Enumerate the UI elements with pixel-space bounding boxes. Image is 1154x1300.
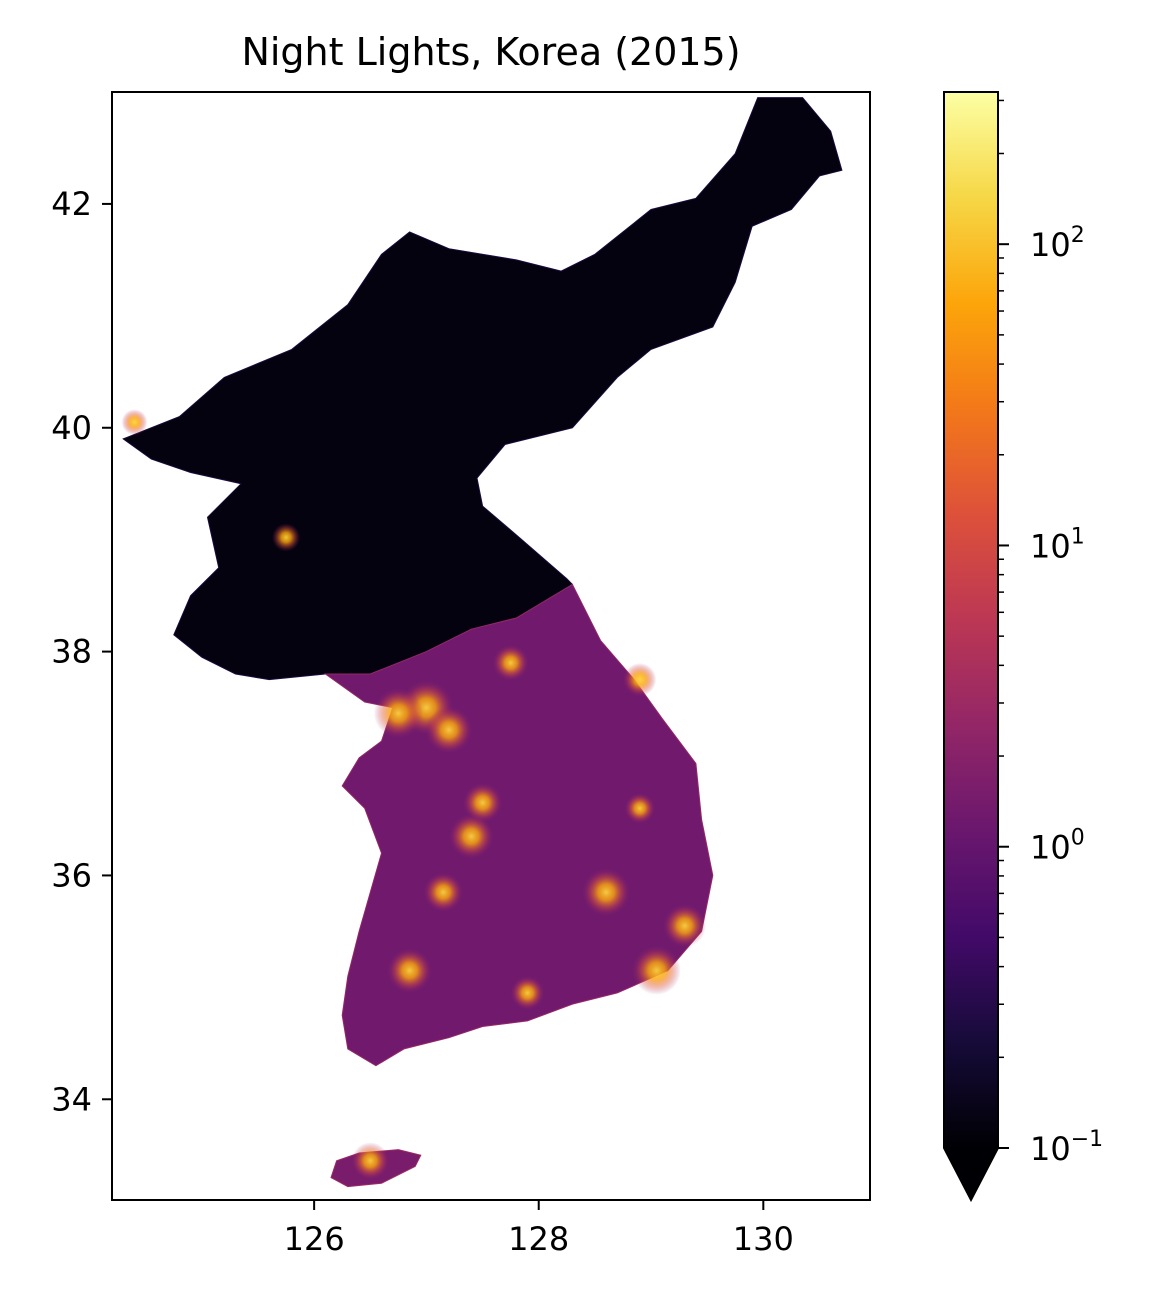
- colorbar-gradient: [944, 92, 998, 1148]
- city-light-hotspot: [121, 409, 148, 436]
- colorbar-frame: [943, 91, 999, 1203]
- city-light-hotspot: [623, 663, 657, 697]
- y-tick-label: 38: [51, 633, 92, 671]
- colorbar-tick-label: 10−1: [1030, 1127, 1103, 1168]
- x-tick-label: 128: [508, 1220, 569, 1258]
- x-tick-label: 130: [733, 1220, 794, 1258]
- city-light-hotspot: [663, 904, 706, 948]
- city-light-hotspot: [493, 645, 529, 681]
- city-light-hotspot: [463, 783, 502, 822]
- map-plot-area: [121, 97, 843, 1188]
- colorbar-tick-label: 102: [1030, 223, 1085, 264]
- city-light-hotspot: [272, 523, 301, 552]
- colorbar-tick-label: 100: [1030, 826, 1085, 867]
- city-light-hotspot: [582, 868, 630, 916]
- city-light-hotspot: [449, 814, 494, 859]
- city-light-hotspot: [510, 976, 545, 1010]
- y-tick-label: 40: [51, 409, 92, 447]
- y-tick-label: 42: [51, 185, 92, 223]
- chart-title: Night Lights, Korea (2015): [241, 30, 740, 74]
- city-light-hotspot: [424, 872, 463, 912]
- colorbar-ticks: 10−1 100 101 102: [998, 99, 1103, 1168]
- y-axis: 34 36 38 40 42: [51, 185, 112, 1118]
- colorbar-extend-min-triangle: [944, 1148, 998, 1200]
- x-axis: 126 128 130: [284, 1200, 794, 1258]
- city-light-hotspot: [624, 793, 655, 824]
- colorbar-tick-label: 101: [1030, 524, 1085, 565]
- city-light-hotspot: [373, 688, 424, 738]
- city-light-hotspot: [632, 946, 681, 995]
- x-tick-label: 126: [284, 1220, 345, 1258]
- region-north-korea: [122, 97, 843, 681]
- plot-frame: [111, 91, 871, 1201]
- y-tick-label: 36: [51, 856, 92, 894]
- y-tick-label: 34: [51, 1080, 92, 1118]
- colorbar: 10−1 100 101 102: [943, 91, 1103, 1203]
- city-light-hotspot: [387, 948, 432, 993]
- city-light-hotspot: [425, 706, 472, 754]
- city-light-hotspot: [351, 1142, 389, 1180]
